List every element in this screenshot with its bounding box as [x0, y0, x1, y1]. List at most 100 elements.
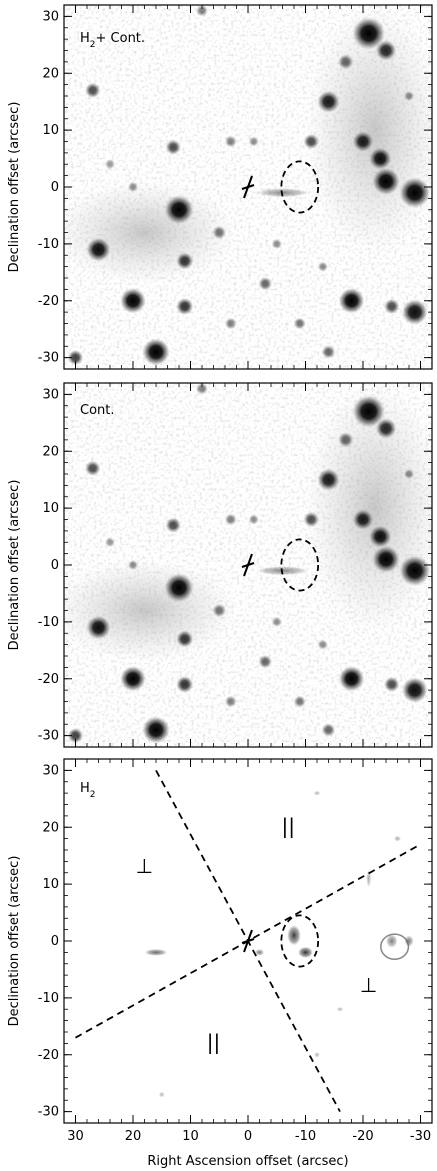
star	[401, 299, 428, 325]
star	[127, 559, 139, 571]
diffuse-haze	[64, 181, 237, 284]
h2-emission-blob	[394, 835, 401, 842]
marker-cross	[241, 938, 255, 944]
star	[352, 509, 374, 530]
star	[317, 639, 328, 650]
y-tick-label: 20	[42, 820, 59, 835]
marker-cross	[241, 562, 255, 568]
y-axis-ticks: -30 -20 -10 0 10 20 30	[38, 759, 432, 1123]
h2-emission-blob	[366, 869, 372, 888]
star	[321, 345, 336, 359]
star	[337, 54, 354, 70]
star	[120, 665, 146, 692]
panel-label: Cont.	[80, 403, 115, 418]
star	[338, 665, 365, 692]
star	[195, 5, 209, 17]
star	[375, 418, 397, 439]
star	[86, 615, 111, 640]
y-tick-label: -20	[38, 672, 59, 687]
y-tick-label: 10	[42, 877, 59, 892]
y-tick-label: 0	[51, 934, 59, 949]
orientation-symbol: ⊥	[136, 854, 153, 878]
h2-emission-blob	[313, 790, 321, 796]
y-tick-label: -10	[38, 991, 59, 1006]
y-axis-ticks: -30 -20 -10 0 10 20 30	[38, 5, 432, 369]
diffuse-haze	[64, 559, 237, 662]
star	[84, 460, 101, 476]
x-tick-label: -10	[295, 1129, 316, 1144]
y-tick-label: 20	[42, 444, 59, 459]
x-axis-label: Right Ascension offset (arcsec)	[147, 1154, 348, 1169]
y-tick-label: -20	[38, 294, 59, 309]
star	[224, 317, 237, 330]
h2-emission-blob	[254, 948, 265, 956]
star	[271, 616, 282, 627]
star	[271, 238, 282, 249]
h2-emission-blob	[158, 1091, 165, 1098]
x-tick-label: 0	[244, 1129, 252, 1144]
star	[372, 545, 400, 573]
panel-image	[64, 383, 432, 747]
h2-emission-blob	[287, 925, 301, 946]
source-ellipse	[280, 914, 320, 968]
star	[212, 603, 227, 618]
star	[293, 317, 306, 330]
y-tick-label: 10	[42, 123, 59, 138]
y-tick-label: -30	[38, 351, 59, 366]
y-axis-ticks: -30 -20 -10 0 10 20 30	[38, 383, 432, 747]
star	[303, 133, 320, 150]
star	[67, 349, 84, 366]
star	[195, 383, 209, 395]
star	[352, 131, 374, 152]
star	[303, 511, 320, 528]
orientation-symbol: ||	[282, 814, 295, 838]
star	[67, 727, 84, 744]
star	[338, 287, 365, 314]
h2-emission-blob	[298, 946, 313, 959]
y-tick-label: 30	[42, 387, 59, 402]
star	[258, 654, 273, 669]
star	[352, 395, 386, 428]
y-axis-label: Declination offset (arcsec)	[7, 102, 22, 273]
star	[369, 525, 392, 548]
x-tick-label: -20	[352, 1129, 373, 1144]
star	[293, 695, 306, 708]
y-tick-label: -10	[38, 237, 59, 252]
star	[375, 40, 397, 61]
star	[317, 261, 328, 272]
y-tick-label: -10	[38, 615, 59, 630]
star	[403, 468, 415, 480]
star	[399, 177, 431, 209]
h2-emission-blob	[336, 1006, 344, 1012]
x-tick-label: -30	[410, 1129, 431, 1144]
panel-label: H2	[80, 781, 96, 800]
x-axis-ticks: 30 20 10 0 -10 -20 -30	[67, 1129, 431, 1144]
star	[165, 139, 182, 155]
panel-h2: ⊥ || ⊥ || H2 -30 -20 -10 0 10 20 30 30 20 10 0 -10 -20…	[7, 758, 433, 1169]
star	[104, 537, 116, 548]
h2-emission-blob	[144, 948, 168, 956]
star	[383, 676, 400, 693]
star	[176, 675, 194, 693]
source-ellipse	[280, 160, 320, 214]
star	[176, 252, 194, 270]
star	[248, 136, 259, 147]
star	[383, 298, 400, 315]
star	[321, 723, 336, 737]
x-tick-label: 30	[67, 1129, 84, 1144]
star	[258, 276, 273, 291]
orientation-symbol: ⊥	[360, 973, 377, 997]
star	[84, 82, 101, 98]
star	[224, 135, 237, 148]
y-tick-label: 10	[42, 501, 59, 516]
y-tick-label: 0	[51, 558, 59, 573]
star	[176, 297, 194, 315]
orientation-symbol: ||	[207, 1030, 220, 1054]
star	[164, 195, 194, 225]
star	[352, 17, 386, 50]
y-tick-label: -20	[38, 1048, 59, 1063]
star	[317, 468, 340, 491]
h2-emission-blob	[314, 1051, 320, 1058]
star	[337, 432, 354, 448]
x-tick-label: 20	[125, 1129, 142, 1144]
